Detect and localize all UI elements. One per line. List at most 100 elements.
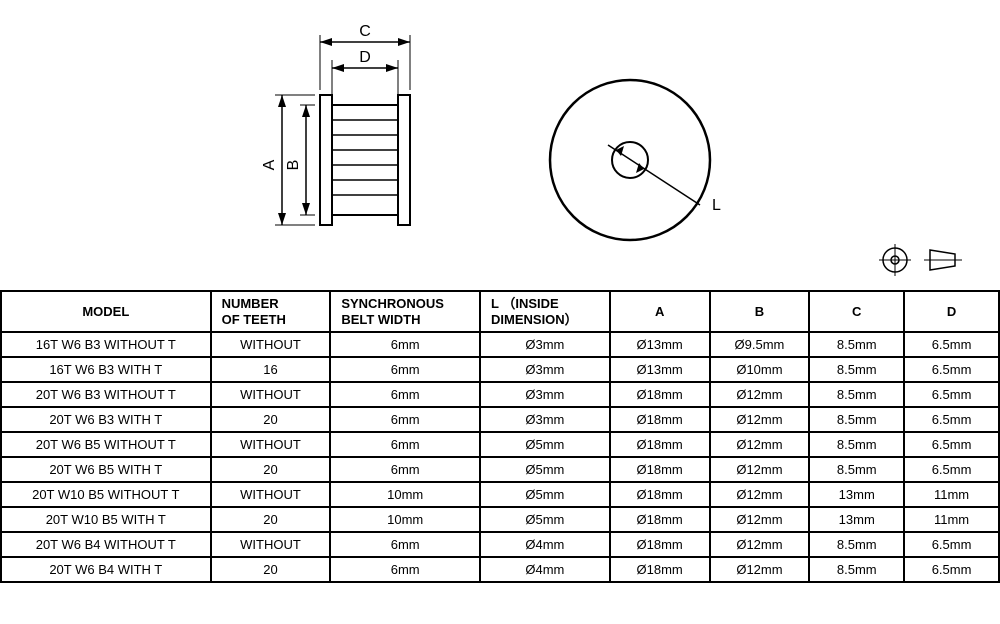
cell-teeth: WITHOUT <box>211 332 331 357</box>
cell-a: Ø18mm <box>610 407 710 432</box>
cell-model: 16T W6 B3 WITH T <box>1 357 211 382</box>
cell-d: 11mm <box>904 482 999 507</box>
cell-teeth: 20 <box>211 457 331 482</box>
header-d: D <box>904 291 999 332</box>
cell-model: 20T W6 B3 WITHOUT T <box>1 382 211 407</box>
diagram-area: A B C D <box>0 0 1000 290</box>
table-row: 16T W6 B3 WITH T166mmØ3mmØ13mmØ10mm8.5mm… <box>1 357 999 382</box>
cell-belt: 6mm <box>330 332 480 357</box>
cell-belt: 6mm <box>330 432 480 457</box>
cell-d: 6.5mm <box>904 432 999 457</box>
cell-c: 13mm <box>809 507 904 532</box>
cell-c: 8.5mm <box>809 532 904 557</box>
cell-d: 6.5mm <box>904 457 999 482</box>
table-row: 20T W6 B3 WITH T206mmØ3mmØ18mmØ12mm8.5mm… <box>1 407 999 432</box>
cell-teeth: WITHOUT <box>211 482 331 507</box>
cell-d: 6.5mm <box>904 532 999 557</box>
cell-a: Ø13mm <box>610 332 710 357</box>
cell-d: 6.5mm <box>904 357 999 382</box>
cell-a: Ø18mm <box>610 507 710 532</box>
cell-model: 20T W6 B5 WITH T <box>1 457 211 482</box>
table-header: MODEL NUMBEROF TEETH SYNCHRONOUSBELT WID… <box>1 291 999 332</box>
cell-teeth: 20 <box>211 557 331 582</box>
header-model: MODEL <box>1 291 211 332</box>
header-a: A <box>610 291 710 332</box>
table-row: 16T W6 B3 WITHOUT TWITHOUT6mmØ3mmØ13mmØ9… <box>1 332 999 357</box>
cell-a: Ø18mm <box>610 457 710 482</box>
cell-c: 8.5mm <box>809 432 904 457</box>
label-l: L <box>712 197 721 214</box>
table-row: 20T W10 B5 WITHOUT TWITHOUT10mmØ5mmØ18mm… <box>1 482 999 507</box>
label-c: C <box>359 23 371 40</box>
label-d: D <box>359 49 371 66</box>
cell-b: Ø9.5mm <box>710 332 810 357</box>
cell-d: 6.5mm <box>904 382 999 407</box>
cell-b: Ø12mm <box>710 432 810 457</box>
cell-b: Ø12mm <box>710 457 810 482</box>
cell-teeth: 16 <box>211 357 331 382</box>
cell-belt: 10mm <box>330 507 480 532</box>
cell-b: Ø12mm <box>710 382 810 407</box>
cell-belt: 6mm <box>330 532 480 557</box>
cell-c: 8.5mm <box>809 382 904 407</box>
cell-l: Ø5mm <box>480 457 610 482</box>
cell-model: 20T W10 B5 WITH T <box>1 507 211 532</box>
technical-drawing: A B C D <box>0 0 1000 290</box>
dimension-b: B <box>285 105 315 215</box>
cell-teeth: 20 <box>211 507 331 532</box>
cell-belt: 6mm <box>330 457 480 482</box>
cell-c: 8.5mm <box>809 557 904 582</box>
table-row: 20T W6 B3 WITHOUT TWITHOUT6mmØ3mmØ18mmØ1… <box>1 382 999 407</box>
header-c: C <box>809 291 904 332</box>
label-b: B <box>285 160 302 171</box>
cell-d: 6.5mm <box>904 557 999 582</box>
header-l: L （INSIDEDIMENSION） <box>480 291 610 332</box>
cell-a: Ø18mm <box>610 432 710 457</box>
table-body: 16T W6 B3 WITHOUT TWITHOUT6mmØ3mmØ13mmØ9… <box>1 332 999 582</box>
cell-model: 20T W10 B5 WITHOUT T <box>1 482 211 507</box>
cell-l: Ø4mm <box>480 557 610 582</box>
cell-d: 6.5mm <box>904 407 999 432</box>
cell-belt: 10mm <box>330 482 480 507</box>
cell-b: Ø12mm <box>710 507 810 532</box>
cell-d: 6.5mm <box>904 332 999 357</box>
cell-model: 20T W6 B4 WITH T <box>1 557 211 582</box>
cell-l: Ø5mm <box>480 507 610 532</box>
cell-l: Ø5mm <box>480 482 610 507</box>
cell-c: 8.5mm <box>809 357 904 382</box>
cell-model: 20T W6 B3 WITH T <box>1 407 211 432</box>
cell-b: Ø12mm <box>710 532 810 557</box>
cell-model: 20T W6 B4 WITHOUT T <box>1 532 211 557</box>
specification-table: MODEL NUMBEROF TEETH SYNCHRONOUSBELT WID… <box>0 290 1000 583</box>
header-b: B <box>710 291 810 332</box>
header-teeth: NUMBEROF TEETH <box>211 291 331 332</box>
cell-teeth: 20 <box>211 407 331 432</box>
table-row: 20T W6 B5 WITH T206mmØ5mmØ18mmØ12mm8.5mm… <box>1 457 999 482</box>
cell-l: Ø4mm <box>480 532 610 557</box>
cell-model: 20T W6 B5 WITHOUT T <box>1 432 211 457</box>
cell-c: 8.5mm <box>809 407 904 432</box>
cell-teeth: WITHOUT <box>211 532 331 557</box>
table-row: 20T W6 B4 WITHOUT TWITHOUT6mmØ4mmØ18mmØ1… <box>1 532 999 557</box>
cell-teeth: WITHOUT <box>211 382 331 407</box>
label-a: A <box>261 159 278 170</box>
cell-a: Ø18mm <box>610 532 710 557</box>
header-belt: SYNCHRONOUSBELT WIDTH <box>330 291 480 332</box>
cell-b: Ø12mm <box>710 557 810 582</box>
cell-d: 11mm <box>904 507 999 532</box>
cell-model: 16T W6 B3 WITHOUT T <box>1 332 211 357</box>
cell-a: Ø13mm <box>610 357 710 382</box>
cell-l: Ø3mm <box>480 332 610 357</box>
table-row: 20T W6 B4 WITH T206mmØ4mmØ18mmØ12mm8.5mm… <box>1 557 999 582</box>
front-view: L <box>550 80 721 240</box>
cell-c: 8.5mm <box>809 332 904 357</box>
cell-b: Ø12mm <box>710 482 810 507</box>
side-view <box>320 95 410 225</box>
projection-icons <box>879 244 962 276</box>
dimension-d: D <box>332 49 398 100</box>
cell-l: Ø3mm <box>480 407 610 432</box>
table-row: 20T W10 B5 WITH T2010mmØ5mmØ18mmØ12mm13m… <box>1 507 999 532</box>
cell-l: Ø5mm <box>480 432 610 457</box>
cell-c: 8.5mm <box>809 457 904 482</box>
cell-belt: 6mm <box>330 407 480 432</box>
